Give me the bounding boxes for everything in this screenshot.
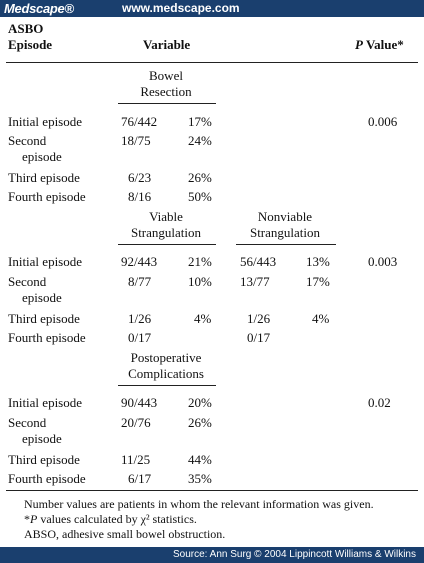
col-header-asbo: ASBO — [8, 21, 44, 36]
footnote: ABSO, adhesive small bowel obstruction. — [24, 527, 226, 541]
header-rule — [6, 62, 418, 63]
cell-percent: 4% — [312, 311, 330, 326]
cell-count: 0/17 — [247, 330, 271, 345]
row-label: Initial episode — [8, 254, 83, 269]
cell-percent: 26% — [188, 170, 212, 185]
row-label: episode — [22, 149, 62, 164]
col-header-p-value: P Value* — [355, 37, 404, 52]
medscape-logo: Medscape® — [4, 1, 74, 16]
cell-count: 56/443 — [240, 254, 277, 269]
row-label: episode — [22, 431, 62, 446]
cell-count: 1/26 — [247, 311, 271, 326]
section-title: Viable — [149, 209, 183, 224]
col-header-variable: Variable — [143, 37, 191, 52]
row-label: Fourth episode — [8, 330, 86, 345]
cell-count: 20/76 — [121, 415, 151, 430]
cell-p-value: 0.003 — [368, 254, 398, 269]
cell-count: 11/25 — [121, 452, 151, 467]
cell-p-value: 0.006 — [368, 114, 398, 129]
section-title: Bowel — [149, 68, 183, 83]
row-label: Initial episode — [8, 114, 83, 129]
cell-percent: 17% — [306, 274, 330, 289]
cell-percent: 21% — [188, 254, 212, 269]
section-title: Strangulation — [130, 225, 202, 240]
section-title: Postoperative — [130, 350, 202, 365]
row-label: episode — [22, 290, 62, 305]
row-label: Second — [8, 133, 47, 148]
cell-p-value: 0.02 — [368, 395, 391, 410]
cell-count: 8/16 — [128, 189, 152, 204]
cell-count: 18/75 — [121, 133, 151, 148]
cell-count: 13/77 — [240, 274, 270, 289]
cell-percent: 26% — [188, 415, 212, 430]
col-header-episode: Episode — [8, 37, 53, 52]
source-banner: Source: Ann Surg © 2004 Lippincott Willi… — [0, 547, 424, 563]
table-bottom-rule — [6, 490, 418, 491]
cell-percent: 20% — [188, 395, 212, 410]
row-label: Fourth episode — [8, 189, 86, 204]
top-banner: Medscape® www.medscape.com — [0, 0, 424, 17]
row-label: Initial episode — [8, 395, 83, 410]
cell-percent: 4% — [194, 311, 212, 326]
cell-count: 8/77 — [128, 274, 152, 289]
section-rule — [118, 103, 216, 104]
row-label: Third episode — [8, 452, 80, 467]
section-title: Resection — [140, 84, 192, 99]
section-rule — [118, 385, 216, 386]
cell-percent: 13% — [306, 254, 330, 269]
cell-percent: 35% — [188, 471, 212, 486]
section-rule — [118, 244, 216, 245]
source-citation: Source: Ann Surg © 2004 Lippincott Willi… — [172, 549, 416, 560]
row-label: Second — [8, 415, 47, 430]
section-rule — [236, 244, 336, 245]
cell-count: 6/23 — [128, 170, 152, 185]
cell-percent: 50% — [188, 189, 212, 204]
row-label: Third episode — [8, 311, 80, 326]
cell-percent: 24% — [188, 133, 212, 148]
cell-count: 0/17 — [128, 330, 152, 345]
cell-percent: 44% — [188, 452, 212, 467]
cell-percent: 17% — [188, 114, 212, 129]
row-label: Third episode — [8, 170, 80, 185]
cell-count: 76/442 — [121, 114, 158, 129]
cell-count: 92/443 — [121, 254, 158, 269]
section-title: Complications — [128, 366, 204, 381]
row-label: Second — [8, 274, 47, 289]
row-label: Fourth episode — [8, 471, 86, 486]
section-title: Nonviable — [257, 209, 313, 224]
cell-count: 6/17 — [128, 471, 152, 486]
cell-percent: 10% — [188, 274, 212, 289]
cell-count: 90/443 — [121, 395, 158, 410]
site-url[interactable]: www.medscape.com — [122, 1, 240, 15]
footnote: Number values are patients in whom the r… — [24, 497, 374, 511]
section-title: Strangulation — [249, 225, 321, 240]
cell-count: 1/26 — [128, 311, 152, 326]
footnote: *P values calculated by χ² statistics. — [24, 512, 197, 526]
